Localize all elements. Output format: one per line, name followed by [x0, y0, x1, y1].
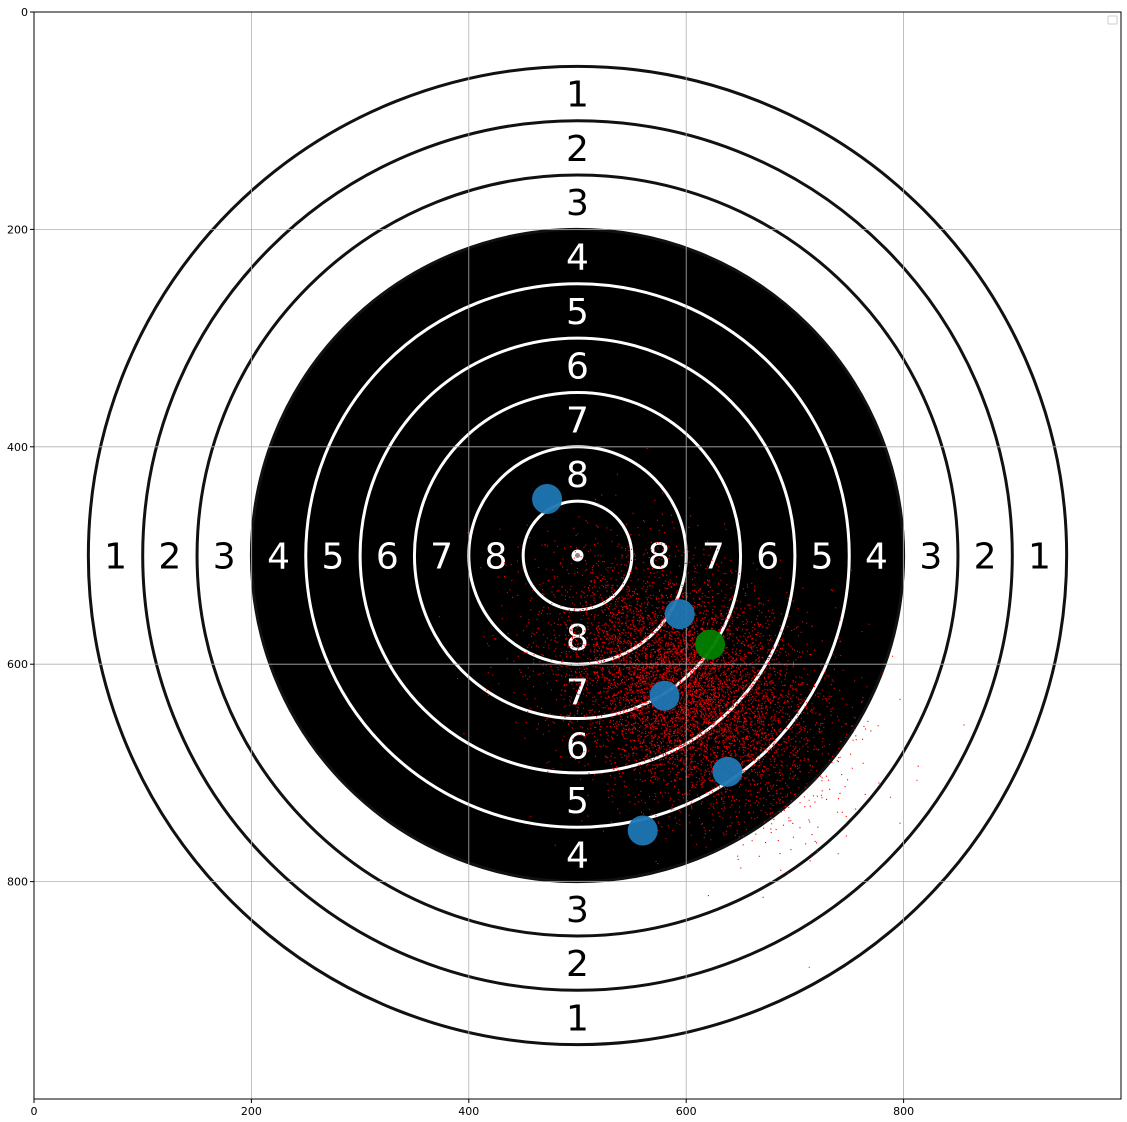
ring-number-4-top: 4 [566, 238, 589, 279]
ring-number-2-top: 2 [566, 129, 589, 170]
ring-number-3-top: 3 [566, 183, 589, 224]
ring-number-7-bottom: 7 [566, 672, 589, 713]
y-tick-label-600: 600 [7, 658, 28, 671]
shot-marker-4 [712, 756, 743, 787]
shot-marker-2 [664, 599, 695, 630]
ring-number-2-bottom: 2 [566, 944, 589, 985]
ring-number-8-bottom: 8 [566, 618, 589, 659]
y-tick-label-800: 800 [7, 876, 28, 889]
target-ring-1 [86, 64, 1069, 1047]
x-tick-label-600: 600 [676, 1105, 697, 1118]
ring-number-3-left: 3 [213, 537, 236, 578]
target-center-pin [575, 553, 580, 558]
ring-number-3-bottom: 3 [566, 890, 589, 931]
target-ring-6 [358, 336, 797, 775]
y-tick-label-200: 200 [7, 223, 28, 236]
ring-number-4-bottom: 4 [566, 835, 589, 876]
mean-impact-marker-1 [695, 629, 726, 660]
ring-number-8-right: 8 [648, 537, 671, 578]
target-ring-3 [195, 173, 960, 938]
x-tick-label-800: 800 [893, 1105, 914, 1118]
ring-number-5-bottom: 5 [566, 781, 589, 822]
ring-number-7-left: 7 [430, 537, 453, 578]
x-tick-label-0: 0 [31, 1105, 38, 1118]
target-ring-7 [412, 390, 743, 721]
ring-number-8-top: 8 [566, 455, 589, 496]
ring-number-7-right: 7 [702, 537, 725, 578]
ring-number-1-left: 1 [104, 537, 127, 578]
target-ring-5 [304, 282, 851, 829]
ring-number-2-left: 2 [158, 537, 181, 578]
ring-number-5-top: 5 [566, 292, 589, 333]
ring-number-7-top: 7 [566, 401, 589, 442]
ring-number-6-left: 6 [376, 537, 399, 578]
plot-frame [33, 11, 1122, 1100]
y-tick-label-0: 0 [21, 6, 28, 19]
axes: 0 200 400 600 800 0 200 400 600 800 [7, 6, 914, 1118]
ring-number-1-top: 1 [566, 75, 589, 116]
y-tick-label-400: 400 [7, 441, 28, 454]
shot-markers [532, 483, 743, 846]
ring-number-1-bottom: 1 [566, 998, 589, 1039]
ring-number-6-top: 6 [566, 346, 589, 387]
ring-number-8-left: 8 [485, 537, 508, 578]
shot-marker-3 [649, 680, 680, 711]
ring-number-4-right: 4 [865, 537, 888, 578]
shot-marker-5 [627, 815, 658, 846]
ring-number-4-left: 4 [267, 537, 290, 578]
legend-box[interactable] [1107, 15, 1118, 25]
ring-number-5-left: 5 [321, 537, 344, 578]
ring-number-6-right: 6 [756, 537, 779, 578]
x-tick-label-400: 400 [458, 1105, 479, 1118]
x-tick-label-200: 200 [241, 1105, 262, 1118]
target-ring-2 [141, 119, 1014, 992]
ring-number-5-right: 5 [811, 537, 834, 578]
ring-number-6-bottom: 6 [566, 727, 589, 768]
ring-number-1-right: 1 [1028, 537, 1051, 578]
ring-number-3-right: 3 [919, 537, 942, 578]
ring-number-2-right: 2 [974, 537, 997, 578]
target-ring-9 [521, 499, 634, 612]
shot-marker-1 [532, 483, 563, 514]
